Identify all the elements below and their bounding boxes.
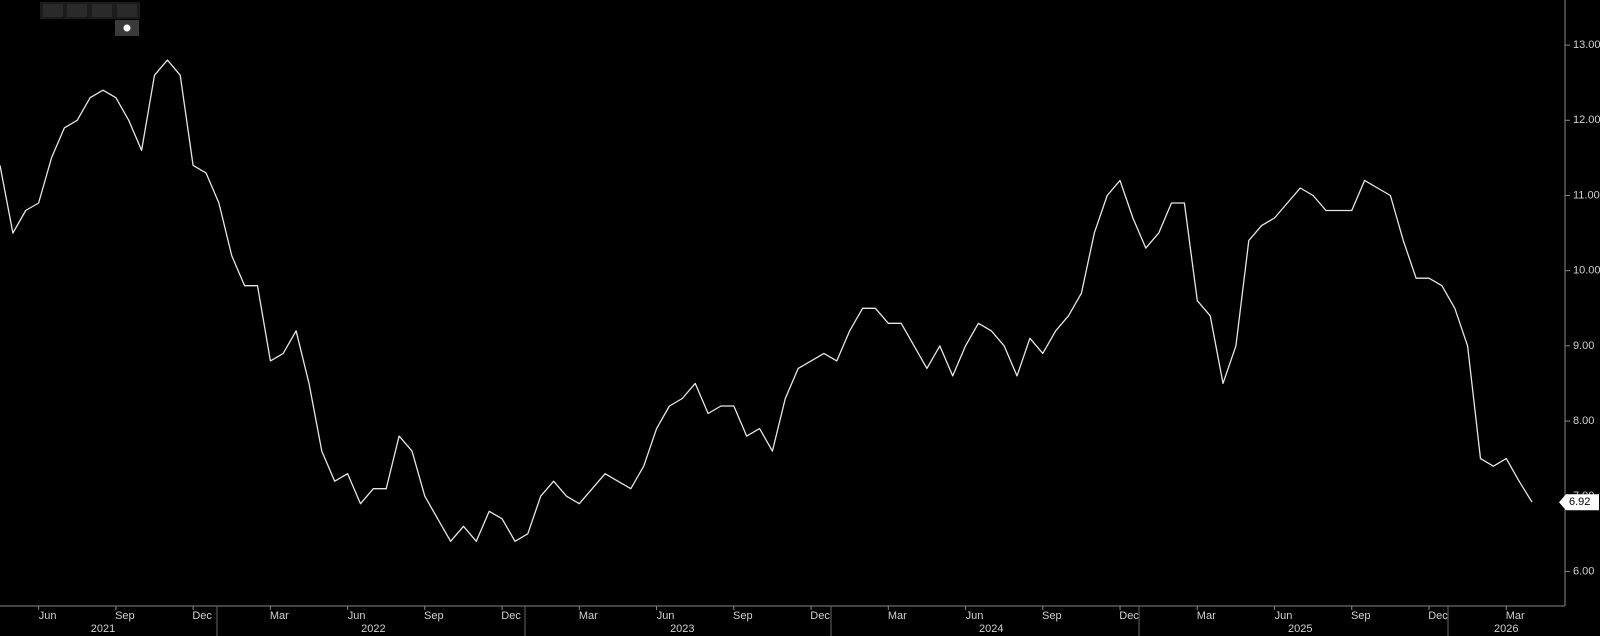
tool-button[interactable] — [67, 4, 87, 17]
x-tick-label: Sep — [733, 610, 753, 622]
last-price-tag — [1559, 494, 1599, 511]
x-tick-label: Sep — [424, 610, 444, 622]
tool-button[interactable] — [92, 4, 112, 17]
y-tick-label: 10.00 — [1573, 265, 1600, 277]
x-tick-label: Dec — [501, 610, 521, 622]
year-label: 2024 — [979, 623, 1003, 635]
year-label: 2025 — [1288, 623, 1312, 635]
x-tick-label: Dec — [1428, 610, 1448, 622]
x-tick-label: Mar — [1506, 610, 1525, 622]
x-tick-label: Dec — [810, 610, 830, 622]
x-tick-label: Jun — [1275, 610, 1293, 622]
x-tick-label: Dec — [1119, 610, 1139, 622]
y-tick-label: 11.00 — [1573, 189, 1600, 201]
y-tick-label: 6.00 — [1573, 565, 1594, 577]
x-tick-label: Sep — [1351, 610, 1371, 622]
x-tick-label: Sep — [1042, 610, 1062, 622]
tool-icon — [123, 24, 131, 32]
y-tick-label: 13.00 — [1573, 39, 1600, 51]
year-separators — [216, 606, 1449, 636]
year-label: 2023 — [670, 623, 694, 635]
x-tick-label: Jun — [657, 610, 675, 622]
year-label: 2021 — [91, 623, 115, 635]
tool-button[interactable] — [43, 4, 63, 17]
x-tick-label: Mar — [888, 610, 907, 622]
x-tick-label: Dec — [192, 610, 212, 622]
y-tick-label: 8.00 — [1573, 415, 1594, 427]
year-label: 2022 — [361, 623, 385, 635]
price-line — [0, 59, 1533, 542]
y-tick-label: 12.00 — [1573, 114, 1600, 126]
x-tick-label: Jun — [348, 610, 366, 622]
last-price-label: 6.92 — [1569, 496, 1590, 508]
toolbar-bg — [40, 2, 140, 19]
x-tick-label: Sep — [115, 610, 135, 622]
y-tick-label: 9.00 — [1573, 340, 1594, 352]
toolbar — [40, 2, 140, 36]
tool-button[interactable] — [117, 4, 137, 17]
x-tick-label: Jun — [39, 610, 57, 622]
x-tick-label: Mar — [1197, 610, 1216, 622]
year-label: 2026 — [1494, 623, 1518, 635]
x-tick-label: Mar — [579, 610, 598, 622]
x-tick-label: Jun — [966, 610, 984, 622]
x-tick-label: Mar — [270, 610, 289, 622]
